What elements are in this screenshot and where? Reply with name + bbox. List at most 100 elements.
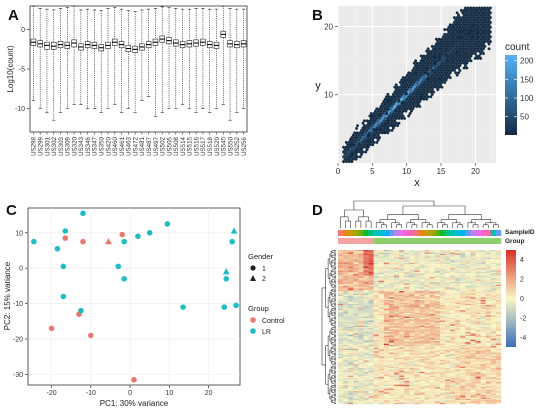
- heatmap-cell: [404, 282, 410, 284]
- heatmap-cell: [348, 265, 354, 267]
- heatmap-cell: [383, 333, 390, 335]
- heatmap-cell: [409, 319, 415, 321]
- hexbin-cell: [397, 105, 400, 109]
- hexbin-cell: [450, 40, 454, 44]
- heatmap-cell: [373, 260, 379, 262]
- heatmap-cell: [414, 347, 420, 349]
- heatmap-cell: [424, 280, 430, 283]
- heatmap-cell: [444, 347, 451, 349]
- heatmap-cell: [394, 328, 400, 330]
- hexbin-cell: [394, 88, 398, 92]
- hexbin-cell: [422, 54, 426, 58]
- hexbin-cell: [418, 85, 422, 89]
- heatmap-cell: [434, 343, 441, 346]
- heatmap-cell: [368, 297, 374, 299]
- heatmap-cell: [460, 264, 466, 266]
- heatmap-cell: [363, 362, 369, 365]
- heatmap-cell: [373, 298, 379, 301]
- hexbin-cell: [426, 80, 430, 84]
- heatmap-cell: [475, 279, 481, 281]
- hexbin-cell: [434, 52, 438, 56]
- heatmap-cell: [490, 339, 497, 342]
- heatmap-cell: [363, 265, 369, 267]
- panel-letter-a: A: [8, 7, 19, 24]
- heatmap-cell: [363, 361, 369, 364]
- heatmap-cell: [470, 335, 476, 338]
- heatmap-cell: [455, 251, 461, 253]
- heatmap-cell: [490, 314, 497, 316]
- heatmap-cell: [450, 373, 456, 375]
- heatmap-cell: [404, 274, 410, 276]
- heatmap-cell: [394, 368, 400, 370]
- heatmap-cell: [343, 356, 349, 358]
- heatmap-cell: [373, 346, 379, 348]
- heatmap-cell: [429, 333, 435, 335]
- hexbin-cell: [394, 97, 398, 101]
- heatmap-cell: [490, 309, 497, 311]
- heatmap-cell: [439, 250, 446, 252]
- heatmap-cell: [429, 278, 435, 280]
- heatmap-cell: [450, 321, 456, 324]
- boxplot-y-label: Log10(count): [6, 45, 15, 92]
- heatmap-cell: [388, 373, 395, 375]
- heatmap-cell: [485, 251, 491, 253]
- heatmap-cell: [338, 253, 344, 256]
- heatmap-cell: [450, 252, 456, 254]
- heatmap-cell: [434, 306, 441, 308]
- heatmap-cell: [475, 360, 481, 362]
- heatmap-cell: [338, 305, 344, 307]
- heatmap-cell: [490, 298, 497, 301]
- heatmap-cell: [373, 371, 379, 374]
- heatmap-cell: [358, 351, 364, 353]
- heatmap-cell: [368, 335, 374, 338]
- heatmap-cell: [368, 329, 374, 331]
- heatmap-cell: [455, 274, 461, 276]
- heatmap-cell: [424, 365, 430, 367]
- heatmap-cell: [343, 355, 349, 357]
- heatmap-cell: [434, 359, 441, 361]
- heatmap-cell: [414, 325, 420, 328]
- heatmap-cell: [490, 282, 497, 284]
- heatmap-cell: [475, 309, 481, 311]
- heatmap-cell: [368, 361, 374, 364]
- heatmap-cell: [485, 319, 491, 321]
- hexbin-cell: [346, 143, 350, 147]
- heatmap-cell: [429, 284, 435, 287]
- hexbin-cell: [423, 95, 427, 99]
- heatmap-cell: [394, 370, 400, 373]
- heatmap-cell: [343, 341, 349, 343]
- hexbin-cell: [344, 150, 348, 154]
- hexbin-cell: [382, 119, 386, 123]
- heatmap-cell: [460, 324, 466, 326]
- boxplot-panel: Log10(count) 0-5-10 US298 US299 US301 US302…: [6, 5, 248, 156]
- heatmap-cell: [495, 360, 502, 362]
- heatmap-cell: [429, 260, 435, 262]
- boxplot-x-tick-label: US505: [166, 136, 173, 155]
- heatmap-cell: [399, 302, 405, 305]
- pca-x-tick-label: 10: [165, 390, 173, 397]
- heatmap-cell: [394, 374, 400, 376]
- heatmap-cell: [495, 364, 502, 366]
- heatmap-cell: [424, 368, 430, 370]
- heatmap-cell: [424, 296, 430, 298]
- heatmap-cell: [358, 356, 364, 358]
- heatmap-cell: [444, 252, 451, 254]
- heatmap-cell: [373, 321, 379, 324]
- heatmap-cell: [368, 338, 374, 340]
- hexbin-cell: [367, 140, 370, 144]
- heatmap-cell: [475, 291, 481, 293]
- heatmap-cell: [368, 258, 374, 261]
- heatmap-cell: [414, 284, 420, 287]
- heatmap-cell: [495, 294, 502, 297]
- heatmap-cell: [414, 252, 420, 254]
- heatmap-cell: [383, 297, 390, 299]
- heatmap-cell: [358, 258, 364, 261]
- heatmap-cell: [399, 283, 405, 285]
- heatmap-cell: [399, 253, 405, 256]
- heatmap-cell: [348, 339, 354, 342]
- hexbin-cell: [443, 42, 447, 46]
- heatmap-cell: [373, 356, 379, 358]
- heatmap-cell: [495, 344, 502, 347]
- heatmap-cell: [383, 339, 390, 342]
- heatmap-cell: [424, 302, 430, 305]
